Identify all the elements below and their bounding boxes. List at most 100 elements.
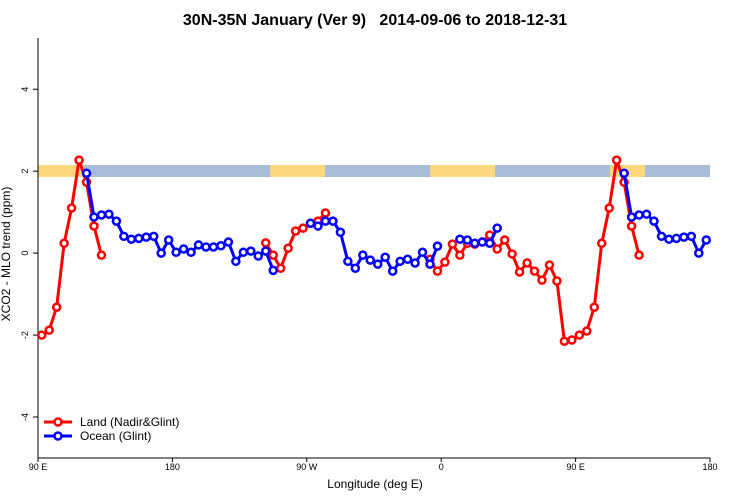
point [96, 210, 107, 220]
y-tick-label: -2 [20, 331, 30, 339]
point [298, 223, 308, 233]
point [507, 249, 517, 259]
x-tick-label: 180 [165, 462, 180, 472]
point [499, 235, 510, 245]
point [59, 238, 69, 249]
point [223, 237, 234, 247]
point [559, 336, 570, 346]
point [313, 221, 323, 231]
point [402, 254, 413, 265]
point [44, 325, 54, 335]
point [492, 223, 502, 233]
point [148, 231, 159, 242]
y-tick-label: 0 [20, 251, 30, 256]
y-axis-label: XCO2 - MLO trend (ppm) [0, 187, 13, 322]
point [432, 241, 443, 251]
point [589, 302, 600, 312]
point [328, 216, 338, 226]
point [260, 246, 271, 256]
point [186, 247, 196, 258]
point [335, 227, 346, 237]
point [231, 256, 241, 267]
point [119, 231, 129, 242]
point [522, 258, 532, 268]
point [305, 218, 316, 228]
point [156, 248, 166, 258]
legend-marker [53, 417, 63, 427]
land-strip [270, 165, 325, 177]
point [410, 258, 420, 268]
point [104, 209, 114, 219]
x-tick-label: 90 E [29, 462, 48, 472]
point [193, 240, 204, 250]
point [634, 250, 644, 260]
point [380, 252, 390, 262]
point [36, 330, 47, 340]
chart-title: 30N-35N January (Ver 9) 2014-09-06 to 20… [183, 12, 567, 29]
point [89, 212, 99, 222]
point [619, 168, 629, 178]
point [358, 250, 368, 260]
point [484, 238, 495, 249]
point [350, 263, 361, 274]
series-line [40, 159, 641, 343]
point [275, 263, 286, 274]
point [372, 259, 383, 269]
point [246, 246, 256, 256]
point [649, 216, 659, 226]
point [201, 242, 211, 252]
point [604, 203, 614, 213]
point [679, 232, 689, 242]
y-tick-label: -4 [20, 413, 30, 421]
point [529, 266, 540, 276]
point [455, 250, 465, 260]
point [641, 209, 652, 219]
point [664, 234, 674, 244]
point [268, 250, 278, 260]
point [178, 244, 189, 254]
point [74, 155, 84, 165]
point [343, 256, 353, 267]
point [626, 212, 637, 222]
point [141, 232, 152, 242]
point [89, 221, 99, 231]
point [694, 248, 704, 258]
point [626, 221, 637, 231]
point [417, 247, 428, 258]
point [268, 265, 278, 276]
point [462, 235, 473, 245]
point [66, 203, 77, 213]
legend-label: Ocean (Glint) [80, 429, 151, 443]
point [387, 266, 398, 276]
x-tick-label: 90 E [566, 462, 585, 472]
land-ocean-strip [38, 165, 710, 177]
point [432, 266, 443, 276]
point [253, 251, 264, 261]
legend-marker [53, 431, 63, 441]
point [514, 267, 525, 277]
point [582, 326, 592, 336]
point [425, 259, 435, 269]
point [51, 302, 62, 312]
x-axis-label: Longitude (deg E) [327, 477, 422, 491]
point [260, 238, 271, 248]
point [470, 238, 480, 249]
point [96, 250, 107, 260]
x-tick-label: 0 [439, 462, 444, 472]
point [574, 330, 585, 340]
point [111, 216, 122, 226]
point [634, 210, 644, 220]
point [283, 243, 293, 253]
point [492, 244, 502, 254]
point [544, 260, 555, 270]
point [365, 255, 376, 265]
point [447, 239, 458, 249]
point [455, 234, 465, 244]
point [238, 247, 249, 258]
point [567, 335, 577, 345]
land-strip [430, 165, 495, 177]
point [701, 235, 712, 245]
point [163, 235, 174, 245]
